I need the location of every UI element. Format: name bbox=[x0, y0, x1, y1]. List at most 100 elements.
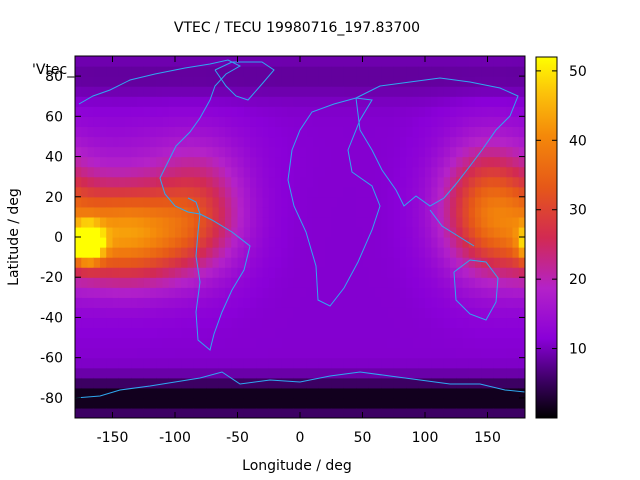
heatmap-cell bbox=[137, 206, 145, 218]
heatmap-cell bbox=[443, 297, 451, 308]
heatmap-cell bbox=[431, 166, 439, 178]
heatmap-cell bbox=[175, 146, 182, 158]
heatmap-cell bbox=[331, 166, 339, 178]
heatmap-cell bbox=[150, 216, 157, 228]
heatmap-cell bbox=[400, 337, 407, 349]
heatmap-cell bbox=[156, 146, 164, 158]
heatmap-cell bbox=[387, 86, 395, 97]
heatmap-cell bbox=[318, 166, 326, 178]
heatmap-cell bbox=[331, 146, 339, 158]
heatmap-cell bbox=[287, 166, 295, 178]
heatmap-cell bbox=[268, 337, 276, 349]
heatmap-cell bbox=[193, 287, 201, 298]
heatmap-cell bbox=[100, 277, 107, 288]
heatmap-cell bbox=[93, 387, 101, 399]
heatmap-cell bbox=[268, 257, 276, 268]
heatmap-cell bbox=[137, 76, 145, 87]
heatmap-cell bbox=[300, 106, 307, 117]
heatmap-cell bbox=[418, 307, 426, 319]
heatmap-cell bbox=[256, 377, 264, 389]
heatmap-cell bbox=[106, 347, 114, 359]
heatmap-cell bbox=[300, 237, 307, 248]
heatmap-cell bbox=[168, 237, 176, 248]
heatmap-cell bbox=[500, 116, 507, 127]
heatmap-cell bbox=[375, 337, 382, 349]
heatmap-cell bbox=[187, 407, 195, 418]
heatmap-cell bbox=[456, 106, 464, 117]
heatmap-cell bbox=[506, 367, 514, 379]
heatmap-cell bbox=[362, 287, 370, 298]
heatmap-cell bbox=[331, 56, 339, 67]
heatmap-cell bbox=[156, 277, 164, 288]
heatmap-cell bbox=[487, 257, 495, 268]
colorbar-tick-label: 50 bbox=[569, 64, 587, 80]
heatmap-cell bbox=[475, 146, 482, 158]
heatmap-cell bbox=[443, 247, 451, 258]
heatmap-cell bbox=[100, 347, 107, 359]
heatmap-cell bbox=[143, 317, 151, 329]
heatmap-cell bbox=[231, 317, 239, 329]
heatmap-cell bbox=[137, 307, 145, 319]
heatmap-cell bbox=[487, 307, 495, 319]
heatmap-cell bbox=[156, 247, 164, 258]
heatmap-cell bbox=[443, 226, 451, 238]
heatmap-cell bbox=[343, 367, 351, 379]
heatmap-cell bbox=[443, 407, 451, 418]
heatmap-cell bbox=[450, 347, 457, 359]
heatmap-cell bbox=[181, 327, 189, 339]
heatmap-cell bbox=[162, 156, 170, 168]
heatmap-cell bbox=[237, 277, 245, 288]
heatmap-cell bbox=[325, 357, 332, 369]
heatmap-cell bbox=[93, 76, 101, 87]
heatmap-cell bbox=[512, 317, 520, 329]
heatmap-cell bbox=[93, 56, 101, 67]
heatmap-cell bbox=[337, 156, 345, 168]
y-tick-label: 20 bbox=[45, 190, 63, 206]
heatmap-cell bbox=[312, 176, 320, 188]
heatmap-cell bbox=[425, 196, 432, 208]
heatmap-cell bbox=[425, 247, 432, 258]
heatmap-cell bbox=[412, 66, 420, 77]
heatmap-cell bbox=[225, 186, 232, 198]
heatmap-cell bbox=[118, 247, 126, 258]
heatmap-cell bbox=[356, 196, 364, 208]
heatmap-cell bbox=[456, 196, 464, 208]
heatmap-cell bbox=[243, 176, 251, 188]
heatmap-cell bbox=[400, 247, 407, 258]
heatmap-cell bbox=[418, 377, 426, 389]
heatmap-cell bbox=[162, 76, 170, 87]
heatmap-cell bbox=[281, 237, 289, 248]
heatmap-cell bbox=[425, 126, 432, 138]
heatmap-cell bbox=[318, 267, 326, 278]
heatmap-cell bbox=[493, 247, 501, 258]
heatmap-cell bbox=[250, 176, 257, 188]
heatmap-cell bbox=[106, 277, 114, 288]
heatmap-cell bbox=[331, 216, 339, 228]
heatmap-cell bbox=[406, 297, 414, 308]
heatmap-cell bbox=[168, 267, 176, 278]
heatmap-cell bbox=[175, 76, 182, 87]
heatmap-cell bbox=[456, 407, 464, 418]
heatmap-cell bbox=[100, 237, 107, 248]
heatmap-cell bbox=[393, 367, 401, 379]
heatmap-cell bbox=[87, 267, 95, 278]
heatmap-cell bbox=[518, 257, 525, 268]
heatmap-cell bbox=[206, 86, 214, 97]
heatmap-cell bbox=[518, 126, 525, 138]
heatmap-cell bbox=[287, 146, 295, 158]
heatmap-cell bbox=[475, 176, 482, 188]
heatmap-cell bbox=[456, 86, 464, 97]
heatmap-cell bbox=[218, 357, 226, 369]
heatmap-cell bbox=[100, 247, 107, 258]
heatmap-cell bbox=[93, 247, 101, 258]
heatmap-cell bbox=[475, 76, 482, 87]
heatmap-cell bbox=[256, 297, 264, 308]
heatmap-cell bbox=[518, 367, 525, 379]
heatmap-cell bbox=[187, 126, 195, 138]
heatmap-cell bbox=[337, 96, 345, 107]
heatmap-cell bbox=[381, 86, 389, 97]
heatmap-cell bbox=[156, 257, 164, 268]
heatmap-cell bbox=[243, 267, 251, 278]
heatmap-cell bbox=[325, 277, 332, 288]
heatmap-cell bbox=[393, 216, 401, 228]
